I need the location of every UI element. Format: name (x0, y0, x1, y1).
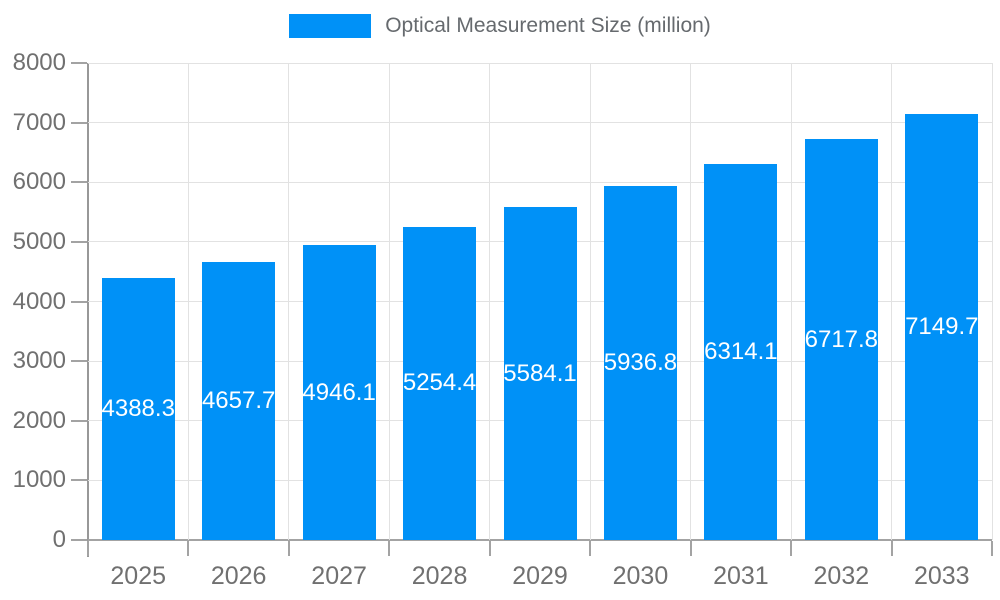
bar-2028[interactable] (403, 226, 477, 540)
y-tick-4000 (71, 300, 87, 303)
gridline-y-7000 (88, 122, 992, 124)
y-tick-7000 (71, 121, 87, 124)
gridline-x-boundary-8 (891, 63, 893, 540)
gridline-y-8000 (88, 62, 992, 64)
y-axis-line (87, 63, 89, 557)
y-tick-2000 (71, 419, 87, 422)
x-axis-label-2029: 2029 (512, 562, 568, 590)
chart-legend[interactable]: Optical Measurement Size (million) (0, 14, 1000, 38)
bar-2029[interactable] (503, 207, 577, 540)
x-tick-4 (488, 541, 491, 556)
plot-area: 0 1000 2000 3000 4000 5000 6000 7000 8000 4388.3 2… (13, 49, 993, 590)
x-tick-1 (187, 541, 190, 556)
x-axis-label-2027: 2027 (311, 562, 367, 590)
x-tick-0 (87, 541, 89, 556)
gridline-x-boundary-4 (489, 63, 491, 540)
bar-2033[interactable] (905, 113, 979, 540)
x-axis-label-2030: 2030 (612, 562, 669, 590)
y-axis-label-8000: 8000 (12, 49, 66, 76)
legend-swatch-icon (289, 14, 372, 38)
gridline-x-boundary-2 (288, 63, 290, 540)
x-axis-label-2031: 2031 (713, 562, 769, 590)
gridline-y-6000 (88, 181, 992, 183)
bar-2031[interactable] (704, 163, 778, 540)
gridline-x-boundary-6 (690, 63, 692, 540)
legend-label: Optical Measurement Size (million) (385, 14, 711, 37)
gridline-x-boundary-9 (991, 63, 993, 540)
y-axis-label-2000: 2000 (12, 406, 66, 434)
bar-2030[interactable] (603, 186, 677, 540)
y-axis-label-6000: 6000 (12, 168, 66, 196)
x-tick-2 (287, 541, 290, 556)
x-tick-3 (388, 541, 391, 556)
y-axis-label-7000: 7000 (12, 108, 66, 136)
bar-2032[interactable] (804, 139, 878, 540)
y-tick-5000 (71, 240, 87, 243)
gridline-x-boundary-5 (589, 63, 591, 540)
x-axis-label-2032: 2032 (813, 562, 870, 590)
y-tick-6000 (71, 181, 87, 184)
y-tick-0 (71, 539, 87, 541)
bar-2027[interactable] (302, 245, 376, 540)
bar-2025[interactable] (101, 278, 175, 540)
y-axis-label-5000: 5000 (12, 227, 66, 255)
bar-2026[interactable] (202, 262, 276, 540)
x-axis-label-2025: 2025 (110, 562, 167, 590)
x-axis-line (88, 539, 992, 541)
y-axis-label-3000: 3000 (12, 347, 66, 375)
x-axis-label-2028: 2028 (411, 562, 468, 590)
x-tick-8 (890, 541, 893, 556)
x-axis-label-2033: 2033 (913, 562, 970, 590)
x-tick-7 (790, 541, 793, 556)
y-tick-3000 (71, 360, 87, 363)
y-axis-label-4000: 4000 (12, 287, 66, 315)
x-tick-9 (991, 541, 993, 556)
y-tick-8000 (71, 62, 87, 64)
x-tick-6 (689, 541, 692, 556)
gridline-x-boundary-3 (388, 63, 390, 540)
y-axis-label-0: 0 (52, 526, 66, 553)
y-tick-1000 (71, 479, 87, 482)
x-axis-label-2026: 2026 (210, 562, 267, 590)
x-tick-5 (589, 541, 592, 556)
y-axis-label-1000: 1000 (12, 466, 66, 494)
gridline-x-boundary-1 (187, 63, 189, 540)
gridline-x-boundary-7 (790, 63, 792, 540)
